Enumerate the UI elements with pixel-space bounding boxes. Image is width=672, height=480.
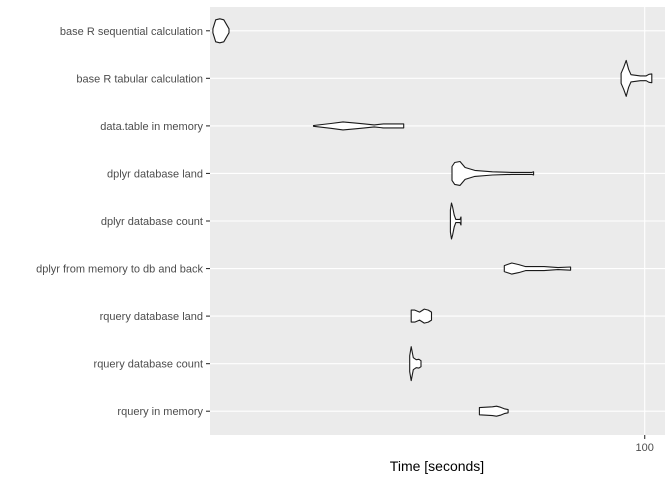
category-label: dplyr from memory to db and back — [36, 264, 203, 276]
violin-rquery-database-land — [410, 308, 433, 324]
category-label: rquery database land — [100, 311, 203, 323]
category-label: base R sequential calculation — [60, 26, 203, 38]
violin-dplyr-from-memory-to-db-and-back — [503, 262, 572, 275]
x-axis-title: Time [seconds] — [390, 458, 484, 474]
category-labels: base R sequential calculation base R tabu… — [36, 26, 210, 418]
violin-layer — [212, 18, 653, 417]
category-label: base R tabular calculation — [76, 73, 203, 85]
violin-base-r-sequential-calculation — [212, 18, 230, 44]
violin-dplyr-database-count — [449, 202, 462, 240]
x-axis-ticks: 100 — [636, 435, 654, 454]
violin-rquery-in-memory — [478, 405, 509, 417]
category-label: data.table in memory — [100, 121, 203, 133]
violin-dplyr-database-land — [451, 160, 535, 186]
category-label: rquery in memory — [117, 406, 203, 418]
category-label: rquery database count — [94, 359, 203, 371]
category-label: dplyr database count — [101, 216, 203, 228]
violin-rquery-database-count — [409, 346, 422, 382]
category-label: dplyr database land — [107, 168, 203, 180]
violin-data-table-in-memory — [312, 121, 405, 131]
violin-base-r-tabular-calculation — [620, 59, 653, 97]
x-tick-label: 100 — [636, 442, 654, 454]
grid-lines — [210, 7, 665, 435]
